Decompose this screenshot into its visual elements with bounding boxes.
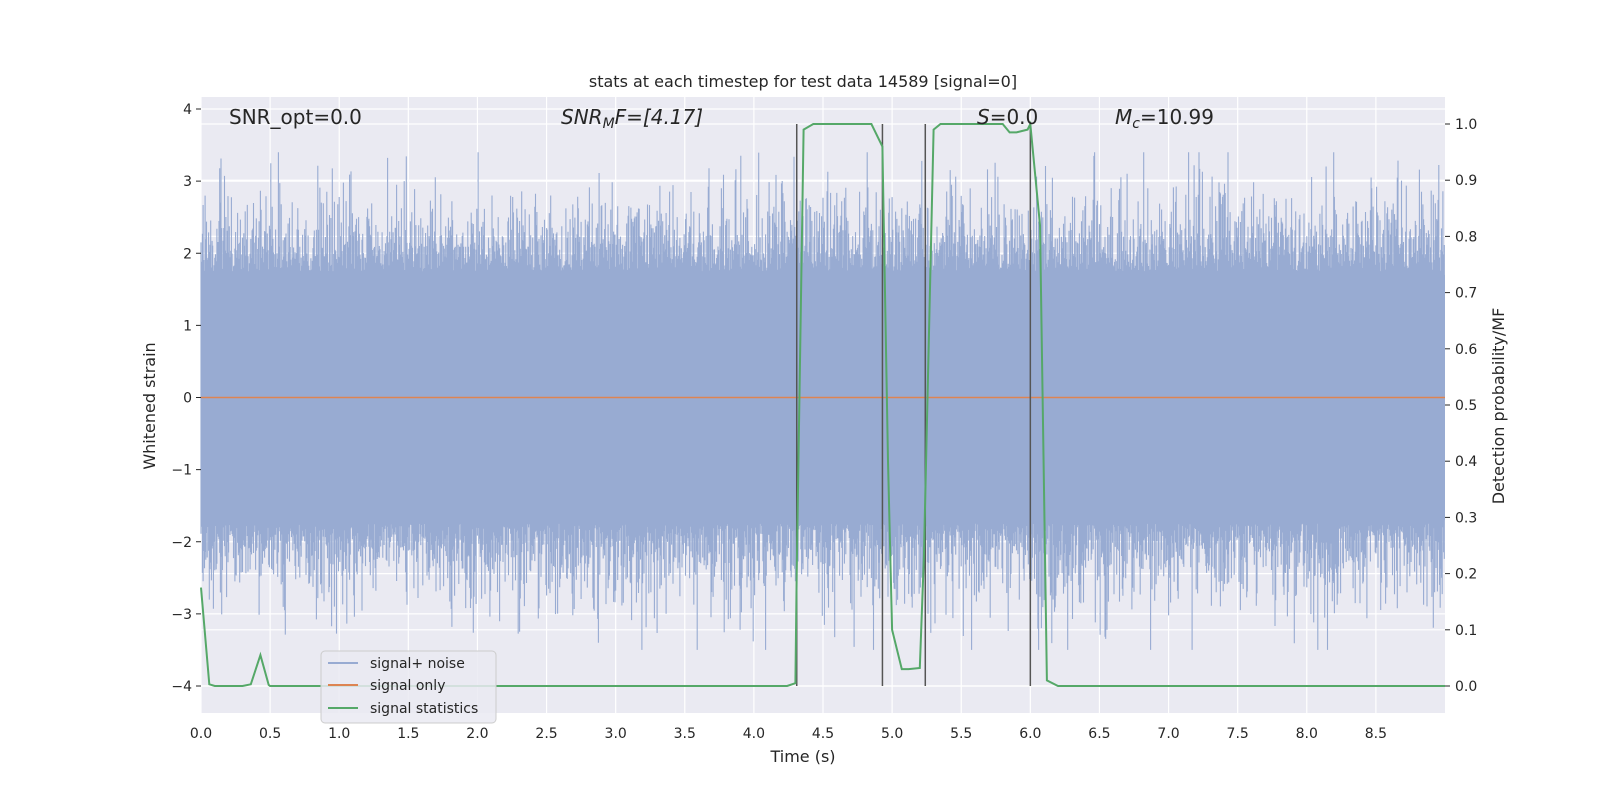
- legend-label-signal-only: signal only: [370, 678, 445, 694]
- y2-tick-label: 0.3: [1455, 510, 1477, 526]
- snr-mf-rest: F=[4.17]: [615, 105, 703, 129]
- x-tick-label: 7.0: [1157, 726, 1179, 742]
- x-tick-label: 2.5: [535, 726, 557, 742]
- legend-box: [320, 650, 497, 724]
- mc-annotation: Mc=10.99: [1115, 105, 1214, 132]
- x-tick-label: 1.0: [328, 726, 350, 742]
- y2-tick-label: 0.1: [1455, 623, 1477, 639]
- snr-opt-annotation: SNR_opt=0.0: [229, 105, 362, 129]
- y2-tick-label: 0.2: [1455, 567, 1477, 583]
- y-tick-label: 0: [183, 391, 192, 407]
- y2-tick-label: 0.8: [1455, 229, 1477, 245]
- x-tick-label: 7.5: [1227, 726, 1249, 742]
- signal-statistics-line: [200, 120, 1445, 687]
- mc-sub: c: [1132, 116, 1140, 132]
- x-axis-label: Time (s): [769, 747, 835, 766]
- x-tick-label: 3.0: [605, 726, 627, 742]
- legend: signal+ noise signal only signal statist…: [320, 650, 497, 724]
- x-tick-label: 1.5: [397, 726, 419, 742]
- y-tick-label: 3: [183, 174, 192, 190]
- y2-tick-label: 0.6: [1455, 342, 1477, 358]
- s-rest: =0.0: [990, 105, 1039, 129]
- y2-tick-label: 0.5: [1455, 398, 1477, 414]
- s-annotation: S=0.0: [977, 105, 1038, 129]
- y2-tick-label: 0.9: [1455, 173, 1477, 189]
- y-tick-label: 2: [183, 246, 192, 262]
- x-tick-label: 6.5: [1088, 726, 1110, 742]
- vertical-markers: [795, 124, 1032, 686]
- x-tick-label: 3.5: [674, 726, 696, 742]
- y2-axis-label: Detection probability/MF: [1489, 308, 1508, 505]
- y-tick-label: 1: [183, 318, 192, 334]
- x-tick-label: 6.0: [1019, 726, 1041, 742]
- x-tick-label: 8.0: [1296, 726, 1318, 742]
- snr-mf-main: SNR: [561, 105, 603, 129]
- y-tick-label: −4: [171, 679, 192, 695]
- y-axis-label: Whitened strain: [140, 342, 159, 469]
- x-tick-label: 4.5: [812, 726, 834, 742]
- y2-tick-label: 0.7: [1455, 286, 1477, 302]
- x-axis-ticks: 0.0 0.5 1.0 1.5 2.0 2.5 3.0 3.5 4.0 4.5 5.0 5.5 6.0 6…: [190, 726, 1387, 742]
- snr-mf-annotation: SNRMF=[4.17]: [561, 105, 703, 132]
- s-main: S: [977, 105, 990, 129]
- legend-label-signal-statistics: signal statistics: [370, 701, 478, 717]
- x-tick-label: 0.5: [259, 726, 281, 742]
- y-tick-label: −2: [171, 535, 192, 551]
- y-tick-label: 4: [183, 102, 192, 118]
- legend-label-signal-plus-noise: signal+ noise: [370, 656, 465, 672]
- chart-title: stats at each timestep for test data 145…: [589, 72, 1017, 91]
- annotations: SNR_opt=0.0 SNRMF=[4.17] S=0.0 Mc=10.99: [229, 105, 1214, 132]
- x-tick-label: 0.0: [190, 726, 212, 742]
- y-tick-label: −1: [171, 463, 192, 479]
- snr-mf-sub: M: [603, 116, 615, 132]
- x-tick-label: 4.0: [743, 726, 765, 742]
- x-tick-label: 5.5: [950, 726, 972, 742]
- y2-tick-label: 0.4: [1455, 454, 1477, 470]
- signal-statistics-series: [200, 120, 1445, 687]
- x-tick-label: 8.5: [1365, 726, 1387, 742]
- mc-rest: =10.99: [1140, 105, 1214, 129]
- y-tick-label: −3: [171, 607, 192, 623]
- y2-axis-ticks: 1.0 0.9 0.8 0.7 0.6 0.5 0.4 0.3 0.2 0.1 0.0: [1445, 117, 1477, 695]
- y2-tick-label: 0.0: [1455, 679, 1477, 695]
- y-axis-ticks: 4 3 2 1 0 −1 −2 −3 −4: [171, 102, 201, 695]
- mc-main: M: [1115, 105, 1132, 129]
- x-tick-label: 5.0: [881, 726, 903, 742]
- y2-tick-label: 1.0: [1455, 117, 1477, 133]
- x-tick-label: 2.0: [466, 726, 488, 742]
